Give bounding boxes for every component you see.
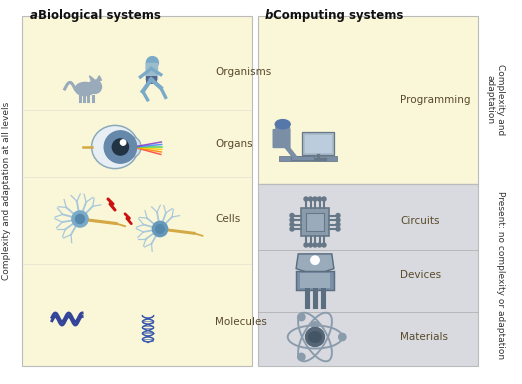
Circle shape <box>276 122 290 136</box>
Bar <box>258 16 478 184</box>
Bar <box>22 16 252 366</box>
Bar <box>301 208 329 236</box>
Circle shape <box>298 353 305 361</box>
Circle shape <box>336 227 340 231</box>
Text: b: b <box>265 9 274 22</box>
Polygon shape <box>96 76 101 81</box>
Text: Complexity and
adaptation: Complexity and adaptation <box>485 65 505 136</box>
Text: Molecules: Molecules <box>215 317 267 327</box>
Circle shape <box>290 218 294 222</box>
FancyBboxPatch shape <box>146 63 158 80</box>
Circle shape <box>304 197 308 201</box>
Bar <box>300 273 330 288</box>
Circle shape <box>322 243 326 247</box>
Ellipse shape <box>309 332 322 342</box>
Text: Organs: Organs <box>215 139 253 149</box>
Circle shape <box>156 225 164 233</box>
Circle shape <box>309 197 313 201</box>
Circle shape <box>146 56 158 69</box>
Ellipse shape <box>75 83 95 96</box>
Circle shape <box>104 131 137 163</box>
Circle shape <box>313 243 317 247</box>
Circle shape <box>309 243 313 247</box>
Circle shape <box>322 197 326 201</box>
Bar <box>302 132 335 155</box>
Text: Cells: Cells <box>215 214 240 224</box>
Circle shape <box>152 221 168 237</box>
Ellipse shape <box>125 137 141 157</box>
Circle shape <box>76 215 85 223</box>
Circle shape <box>298 313 305 321</box>
Circle shape <box>336 222 340 227</box>
Circle shape <box>339 333 346 341</box>
Text: Materials: Materials <box>400 332 448 342</box>
FancyBboxPatch shape <box>146 76 157 84</box>
Text: Present: no complexity or adaptation: Present: no complexity or adaptation <box>495 191 504 359</box>
Text: Organisms: Organisms <box>215 67 271 77</box>
Circle shape <box>290 222 294 227</box>
Bar <box>291 156 314 160</box>
Circle shape <box>336 218 340 222</box>
Circle shape <box>317 197 322 201</box>
FancyBboxPatch shape <box>272 129 291 148</box>
Text: Devices: Devices <box>400 270 441 280</box>
Circle shape <box>290 227 294 231</box>
Bar <box>258 184 478 366</box>
Bar <box>296 271 334 290</box>
Circle shape <box>290 214 294 217</box>
Ellipse shape <box>275 119 290 129</box>
Ellipse shape <box>91 126 138 169</box>
Circle shape <box>304 243 308 247</box>
Bar <box>306 213 324 231</box>
Text: Programming: Programming <box>400 95 470 105</box>
Circle shape <box>88 80 101 93</box>
Circle shape <box>121 140 126 145</box>
Bar <box>304 134 332 153</box>
Polygon shape <box>89 76 95 81</box>
Circle shape <box>336 214 340 217</box>
Text: Computing systems: Computing systems <box>273 9 404 22</box>
Text: Biological systems: Biological systems <box>38 9 161 22</box>
Circle shape <box>311 322 318 329</box>
Polygon shape <box>296 254 334 275</box>
Circle shape <box>317 243 322 247</box>
Circle shape <box>305 328 325 346</box>
Bar <box>279 156 337 161</box>
Text: Circuits: Circuits <box>400 216 440 226</box>
Text: a: a <box>30 9 38 22</box>
Text: Complexity and adaptation at all levels: Complexity and adaptation at all levels <box>3 102 11 280</box>
Circle shape <box>112 139 128 155</box>
Circle shape <box>313 197 317 201</box>
Circle shape <box>311 256 319 265</box>
Circle shape <box>72 211 88 227</box>
